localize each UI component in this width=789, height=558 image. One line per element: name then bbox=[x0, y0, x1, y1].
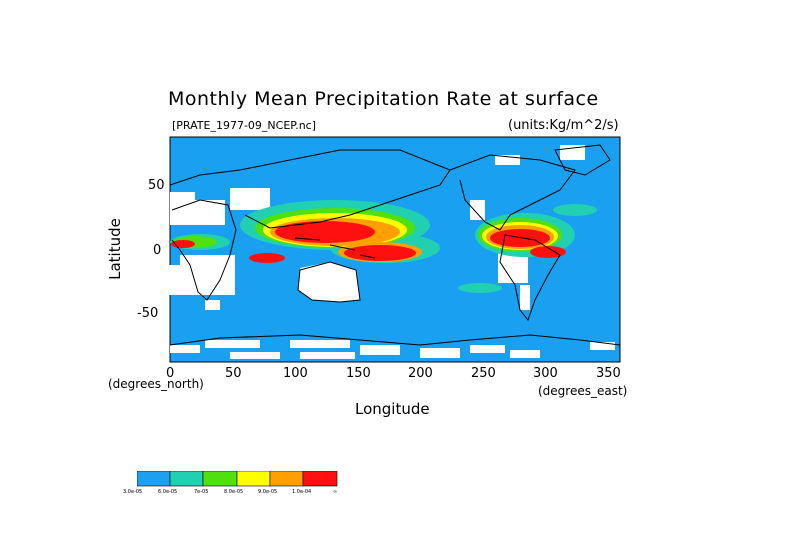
legend-swatch-2 bbox=[169, 471, 204, 487]
chart-title: Monthly Mean Precipitation Rate at surfa… bbox=[168, 88, 599, 110]
legend-swatch-1 bbox=[137, 471, 171, 487]
x-tick-100: 100 bbox=[283, 366, 308, 381]
y-axis-label: Latitude bbox=[105, 218, 124, 280]
legend-label-7: ∞ bbox=[333, 489, 338, 495]
legend-label-3: 7e-05 bbox=[194, 489, 209, 495]
x-tick-150: 150 bbox=[346, 366, 371, 381]
legend-swatch-6 bbox=[302, 471, 338, 487]
legend-swatch-3 bbox=[202, 471, 238, 487]
x-tick-0: 0 bbox=[166, 366, 175, 381]
legend-label-5: 9.0e-05 bbox=[258, 489, 278, 495]
x-axis-label: Longitude bbox=[355, 400, 430, 418]
legend-colorbar bbox=[137, 471, 338, 487]
legend-label-2: 6.0e-05 bbox=[158, 489, 178, 495]
land-mask bbox=[168, 145, 615, 359]
legend-label-1: 3.0e-05 bbox=[123, 489, 143, 495]
x-tick-300: 300 bbox=[533, 366, 558, 381]
legend-label-4: 8.0e-05 bbox=[224, 489, 244, 495]
x-tick-250: 250 bbox=[471, 366, 496, 381]
units-label: (units:Kg/m^2/s) bbox=[508, 118, 619, 133]
y-units-label: (degrees_north) bbox=[108, 377, 204, 391]
y-tick-neg50: -50 bbox=[137, 306, 159, 321]
file-label: [PRATE_1977-09_NCEP.nc] bbox=[172, 119, 317, 132]
y-tick-50: 50 bbox=[148, 178, 165, 193]
x-tick-200: 200 bbox=[408, 366, 433, 381]
x-units-label: (degrees_east) bbox=[538, 384, 628, 398]
coastlines bbox=[169, 144, 621, 346]
x-tick-50: 50 bbox=[225, 366, 242, 381]
x-tick-350: 350 bbox=[596, 366, 621, 381]
legend-swatch-5 bbox=[269, 471, 304, 487]
y-tick-0: 0 bbox=[153, 243, 162, 258]
legend-label-6: 1.0e-04 bbox=[292, 489, 312, 495]
legend-swatch-4 bbox=[236, 471, 271, 487]
